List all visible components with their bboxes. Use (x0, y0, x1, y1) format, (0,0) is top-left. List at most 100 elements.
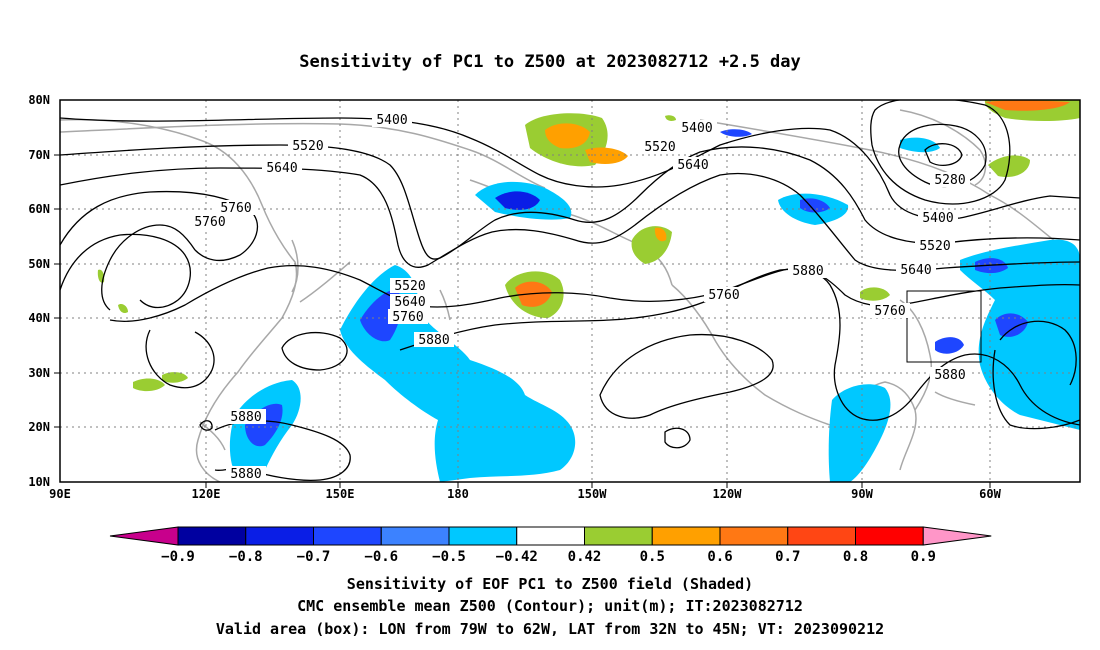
contour-label: 5520 (288, 138, 328, 154)
contour-label: 5280 (930, 172, 970, 188)
footer-line-1: Sensitivity of EOF PC1 to Z500 field (Sh… (347, 575, 753, 593)
contour-label-text: 5760 (220, 201, 251, 216)
contour-atlantic-loop (999, 320, 1077, 386)
footer-line-2: CMC ensemble mean Z500 (Contour); unit(m… (297, 597, 803, 615)
contour-label-text: 5880 (230, 467, 261, 482)
contour-label: 5400 (677, 120, 717, 136)
lon-tick: 90E (49, 487, 71, 501)
contour-label-text: 5760 (874, 304, 905, 319)
contour-5280-inner (924, 143, 963, 166)
colorbar-label: 0.5 (640, 549, 665, 565)
contour-label-text: 5280 (934, 173, 965, 188)
shade-orange-canada-west (654, 227, 667, 242)
contour-label-text: 5520 (292, 139, 323, 154)
valid-area-box (906, 290, 982, 363)
map-panel: 5400 5520 5640 5760 5760 5520 5640 5760 … (28, 93, 1081, 501)
colorbar-label: −0.9 (161, 549, 195, 565)
contour-label: 5520 (915, 238, 955, 254)
contour-5400-north (60, 117, 1080, 220)
contour-label-text: 5640 (394, 295, 425, 310)
lat-tick: 40N (28, 311, 50, 325)
contour-label-text: 5880 (934, 368, 965, 383)
lat-tick: 30N (28, 366, 50, 380)
colorbar-swatch (177, 526, 247, 546)
contour-label: 5760 (704, 287, 744, 303)
shade-orange-siberia (545, 123, 590, 149)
contour-label-text: 5520 (644, 140, 675, 155)
lat-tick: 10N (28, 475, 50, 489)
colorbar-swatch (855, 526, 924, 546)
coastline-na-east (899, 299, 932, 411)
contour-label: 5640 (673, 157, 713, 173)
contour-5640 (60, 167, 1080, 272)
tick-marks (54, 154, 991, 488)
coastlines (60, 109, 1061, 482)
contour-label-text: 5400 (681, 121, 712, 136)
lon-tick: 120E (192, 487, 221, 501)
contour-label-text: 5760 (194, 215, 225, 230)
lat-tick: 70N (28, 148, 50, 162)
shade-darkblue-atlantic (995, 313, 1028, 337)
contour-label: 5760 (388, 309, 428, 325)
contour-label-text: 5880 (418, 333, 449, 348)
contour-label: 5880 (788, 263, 828, 279)
shade-green-asia-1 (133, 378, 165, 392)
contour-label-text: 5400 (922, 211, 953, 226)
shade-green-asia-2 (162, 372, 188, 383)
shade-green-asia-3 (118, 303, 128, 314)
contour-5880-south (599, 333, 774, 419)
coastline-canada-north (699, 119, 1061, 246)
coastline-korea-japan (291, 239, 351, 303)
contour-label-layer: 5400 5520 5640 5760 5760 5520 5640 5760 … (190, 112, 970, 482)
lat-tick-labels: 80N 70N 60N 50N 40N 30N 20N 10N (28, 93, 50, 489)
coastline-greenland (899, 109, 987, 186)
contour-5520 (60, 144, 1080, 260)
colorbar-arrow-right (922, 526, 992, 546)
colorbar-label: −0.7 (297, 549, 331, 565)
contour-label-text: 5880 (792, 264, 823, 279)
colorbar-swatch (313, 526, 382, 546)
contour-atlantic-loop-2 (992, 349, 1080, 430)
contour-label: 5880 (930, 367, 970, 383)
colorbar-label: 0.7 (775, 549, 800, 565)
lon-tick: 150E (326, 487, 355, 501)
figure-title: Sensitivity of PC1 to Z500 at 2023082712… (299, 52, 801, 72)
lon-tick: 60W (979, 487, 1001, 501)
contour-label: 5880 (226, 466, 266, 482)
colorbar-swatch (719, 526, 789, 546)
contour-small-loop-1 (199, 420, 213, 431)
colorbar-swatch (380, 526, 450, 546)
contour-label: 5880 (414, 332, 454, 348)
shade-orange-pacific (515, 281, 552, 307)
contour-small-loop-2 (664, 427, 691, 449)
colorbar-swatch (651, 526, 721, 546)
contour-5880-main (399, 268, 1080, 426)
colorbar-label: 0.6 (707, 549, 732, 565)
shade-darkblue-alaska (495, 191, 540, 210)
shade-blue-davis (900, 137, 940, 153)
colorbar-label: 0.9 (911, 549, 936, 565)
contour-5280 (898, 123, 987, 188)
contour-label: 5400 (918, 210, 958, 226)
contour-label: 5640 (390, 294, 430, 310)
contour-label-text: 5400 (376, 113, 407, 128)
colorbar-swatch (787, 526, 856, 546)
contour-label-text: 5640 (677, 158, 708, 173)
contour-label-text: 5760 (708, 288, 739, 303)
lat-tick: 80N (28, 93, 50, 107)
contour-label: 5520 (390, 278, 430, 294)
lon-tick: 180 (447, 487, 469, 501)
contour-5760-b (60, 233, 191, 309)
contour-label: 5760 (870, 303, 910, 319)
contour-label-text: 5640 (900, 263, 931, 278)
lon-tick-labels: 90E 120E 150E 180 150W 120W 90W 60W (49, 487, 1001, 501)
contour-label: 5880 (226, 409, 266, 425)
contour-label-text: 5520 (919, 239, 950, 254)
shade-blue-gulf (828, 384, 891, 482)
lat-tick: 50N (28, 257, 50, 271)
contour-label-text: 5880 (230, 410, 261, 425)
colorbar-swatch (584, 526, 653, 546)
shade-orange-siberia-2 (585, 147, 628, 164)
shade-orange-greenland (985, 100, 1070, 111)
colorbar-swatch (245, 526, 314, 546)
